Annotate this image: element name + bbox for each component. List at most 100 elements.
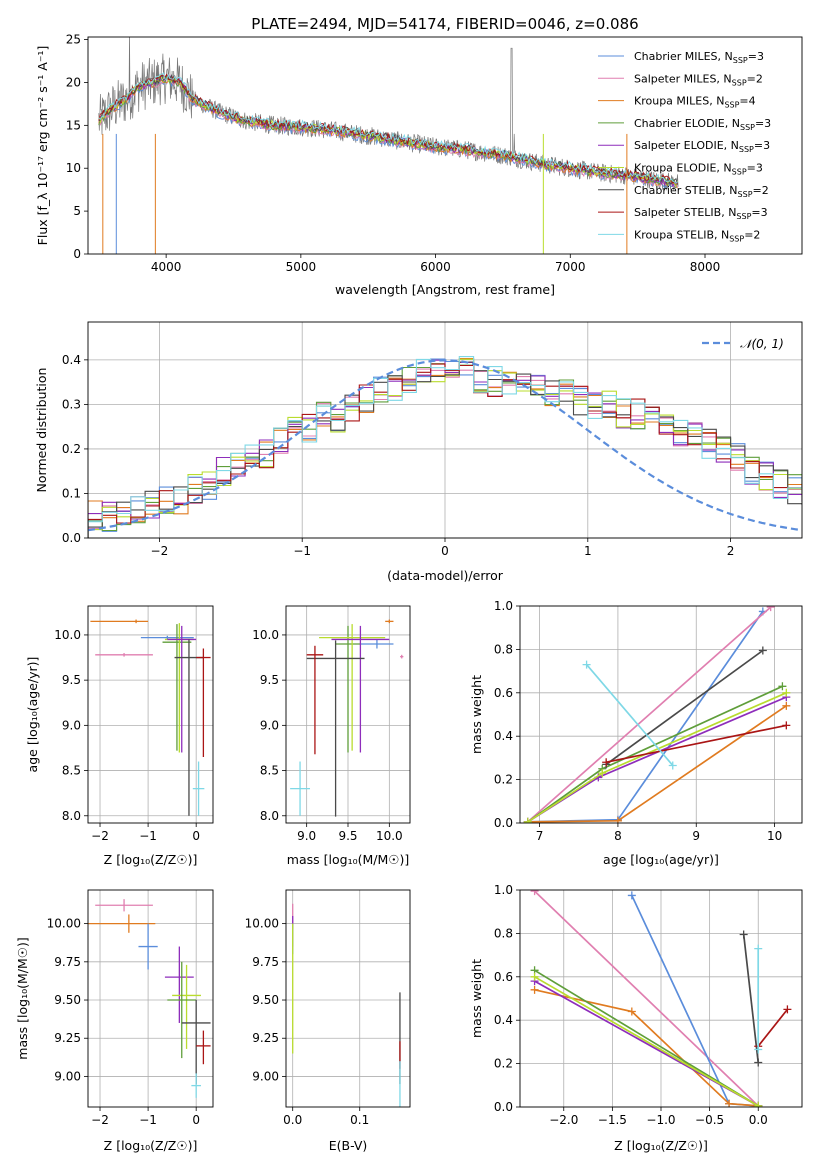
axes-frame — [87, 605, 214, 824]
y-axis-label: mass [log₁₀(M/M☉)] — [15, 937, 30, 1059]
legend-entry-suffix: =3 — [747, 162, 763, 175]
y-tick-label: 25 — [66, 33, 81, 47]
y-tick-label: 9.50 — [54, 993, 81, 1007]
legend-entry-suffix: =3 — [751, 206, 767, 219]
y-tick-label: 0.8 — [494, 926, 513, 940]
legend-entry-label: Chabrier ELODIE, N — [634, 117, 740, 130]
histogram-step — [88, 363, 802, 538]
weight-point-marker — [530, 972, 539, 981]
y-tick-label: 10.00 — [245, 917, 279, 931]
y-tick-label: 0.4 — [494, 1013, 513, 1027]
x-tick-label: 0 — [192, 1113, 200, 1127]
weight-point-marker — [783, 1005, 792, 1014]
y-tick-label: 10.0 — [54, 628, 81, 642]
legend-entry-suffix: =3 — [755, 117, 771, 130]
spectrum-model-line — [98, 72, 678, 185]
weight-point-marker — [668, 761, 677, 770]
figure-title: PLATE=2494, MJD=54174, FIBERID=0046, z=0… — [251, 15, 638, 33]
legend-entry-subscript: SSP — [732, 78, 747, 87]
y-tick-label: 8.0 — [260, 809, 279, 823]
x-axis-label: (data-model)/error — [387, 568, 504, 583]
legend-entry: Salpeter STELIB, NSSP=3 — [634, 206, 768, 221]
mass-vs-ebv-panel: 0.0 0.1 9.00 9.25 9.50 9.75 10.00 E(B-V) — [245, 889, 411, 1153]
y-tick-label: 10.0 — [252, 628, 279, 642]
plot-area — [88, 356, 802, 538]
plot-area — [523, 606, 791, 823]
x-axis-label: Z [log₁₀(Z/Z☉)] — [614, 1138, 708, 1153]
y-tick-label: 9.50 — [252, 993, 279, 1007]
x-tick-label: 0.0 — [749, 1113, 768, 1127]
y-tick-label: 0 — [73, 247, 81, 261]
y-tick-label: 9.25 — [252, 1031, 279, 1045]
weight-vs-age-panel: 7 8 9 10 0.0 0.2 0.4 0.6 0.8 1.0 age [log₁₀(age/yr… — [469, 599, 803, 867]
y-tick-label: 9.00 — [54, 1069, 81, 1083]
legend-entry-subscript: SSP — [733, 56, 748, 65]
legend-entry-subscript: SSP — [740, 123, 755, 132]
legend-entry: Kroupa ELODIE, NSSP=3 — [634, 162, 763, 177]
y-tick-label: 0.1 — [62, 486, 81, 500]
weight-point-marker — [766, 606, 775, 612]
axes-frame — [285, 889, 411, 1108]
weight-line — [527, 685, 783, 823]
y-tick-label: 0.0 — [494, 1100, 513, 1114]
plot-area — [88, 899, 211, 1098]
x-tick-label: 9.5 — [338, 829, 357, 843]
x-axis-label: Z [log₁₀(Z/Z☉)] — [104, 1138, 198, 1153]
legend-entry-subscript: SSP — [724, 101, 739, 110]
y-tick-label: 0.4 — [494, 729, 513, 743]
weight-point-marker — [782, 701, 791, 710]
weight-line — [605, 649, 764, 766]
y-tick-label: 0.6 — [494, 970, 513, 984]
x-tick-label: 8 — [614, 829, 622, 843]
axes-frame — [519, 605, 803, 824]
x-tick-label: −1 — [293, 544, 311, 558]
legend-entry-subscript: SSP — [732, 168, 747, 177]
histogram-step — [88, 368, 802, 538]
x-tick-label: 0 — [192, 829, 200, 843]
weight-point-marker — [782, 688, 791, 697]
x-axis-label: Z [log₁₀(Z/Z☉)] — [104, 852, 198, 867]
y-tick-label: 5 — [73, 204, 81, 218]
weight-point-marker — [754, 1101, 763, 1107]
legend-entry-subscript: SSP — [739, 145, 754, 154]
legend-entry-label: Salpeter MILES, N — [634, 72, 732, 85]
x-axis-label: mass [log₁₀(M/M☉)] — [287, 852, 409, 867]
x-tick-label: 7 — [536, 829, 544, 843]
x-tick-label: 7000 — [555, 260, 586, 274]
x-tick-label: 4000 — [151, 260, 182, 274]
legend-entry: Kroupa STELIB, NSSP=2 — [634, 228, 760, 243]
x-tick-label: −2 — [151, 544, 169, 558]
weight-point-marker — [582, 660, 591, 669]
legend-entry-label: Kroupa MILES, N — [634, 95, 724, 108]
legend-entry: Kroupa MILES, NSSP=4 — [634, 95, 756, 110]
weight-point-marker — [754, 1045, 763, 1054]
histogram-step — [88, 363, 802, 538]
legend-entry-label: Salpeter STELIB, N — [634, 206, 736, 219]
x-tick-label: 9.0 — [297, 829, 316, 843]
weight-point-marker — [754, 944, 763, 953]
x-axis-label: wavelength [Angstrom, rest frame] — [335, 282, 555, 297]
y-axis-label: Normed distribution — [34, 368, 49, 493]
histogram-step — [88, 356, 802, 538]
weight-vs-metallicity-panel: −2.0 −1.5 −1.0 −0.5 0.0 0.0 0.2 0.4 0.6 0.8 1.0 Z [… — [469, 883, 803, 1153]
legend-entry-suffix: =3 — [748, 50, 764, 63]
weight-point-marker — [782, 721, 791, 730]
legend-entry: 𝒩(0, 1) — [740, 337, 784, 351]
x-tick-label: −1.0 — [646, 1113, 675, 1127]
weight-point-marker — [627, 891, 636, 900]
weight-line — [534, 976, 759, 1107]
spectrum-model-line — [98, 74, 678, 188]
x-axis-label: age [log₁₀(age/yr)] — [603, 852, 719, 867]
weight-line — [585, 664, 674, 767]
histogram-step — [88, 358, 802, 538]
y-axis-label: mass weight — [469, 675, 484, 754]
plot-area — [292, 903, 401, 1107]
axes-frame — [87, 889, 214, 1108]
y-tick-label: 0.3 — [62, 397, 81, 411]
x-tick-label: 8000 — [690, 260, 721, 274]
y-tick-label: 9.00 — [252, 1069, 279, 1083]
y-axis-label: age [log₁₀(age/yr)] — [25, 657, 40, 773]
legend-entry: Chabrier STELIB, NSSP=2 — [634, 184, 769, 199]
weight-point-marker — [530, 890, 539, 896]
